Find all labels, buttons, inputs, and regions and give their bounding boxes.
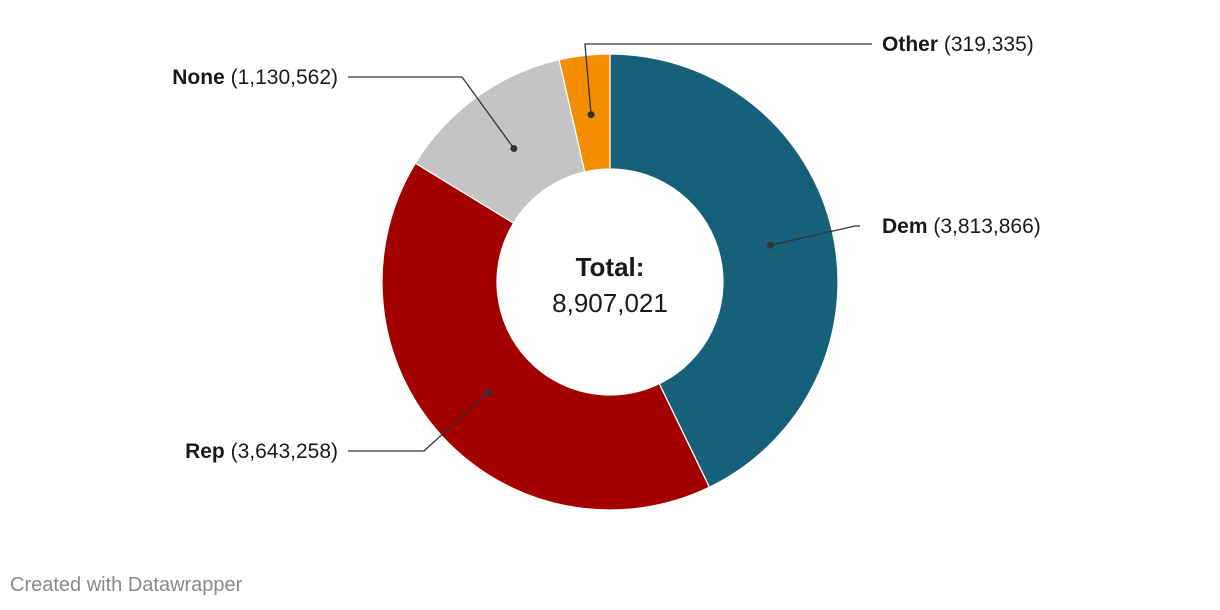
- leader-lines: [348, 43, 872, 452]
- slice-label-dem: Dem (3,813,866): [882, 215, 1041, 238]
- leader-line-other: [584, 43, 872, 115]
- slice-label-name: Other: [882, 33, 938, 56]
- slice-dem: [609, 53, 839, 488]
- slice-label-value: (3,643,258): [225, 440, 338, 463]
- slice-label-value: (3,813,866): [928, 215, 1041, 238]
- slice-other: [558, 53, 611, 173]
- leader-line-rep: [348, 392, 489, 452]
- datawrapper-credit: Created with Datawrapper: [10, 574, 243, 596]
- slice-label-value: (1,130,562): [225, 66, 338, 89]
- center-total-title: Total:: [576, 252, 645, 282]
- leader-line-none: [348, 76, 515, 149]
- slice-label-other: Other (319,335): [882, 33, 1034, 56]
- slice-labels: Dem (3,813,866) Rep (3,643,258) None (1,13…: [172, 33, 1041, 463]
- donut-slices: [381, 53, 839, 511]
- center-total-value: 8,907,021: [552, 288, 668, 318]
- slice-label-name: None: [172, 66, 225, 89]
- leader-line-dem: [770, 225, 860, 246]
- slice-label-name: Rep: [185, 440, 225, 463]
- slice-rep: [381, 162, 711, 511]
- slice-label-rep: Rep (3,643,258): [185, 440, 338, 463]
- slice-label-name: Dem: [882, 215, 928, 238]
- slice-label-value: (319,335): [938, 33, 1034, 56]
- slice-label-none: None (1,130,562): [172, 66, 338, 89]
